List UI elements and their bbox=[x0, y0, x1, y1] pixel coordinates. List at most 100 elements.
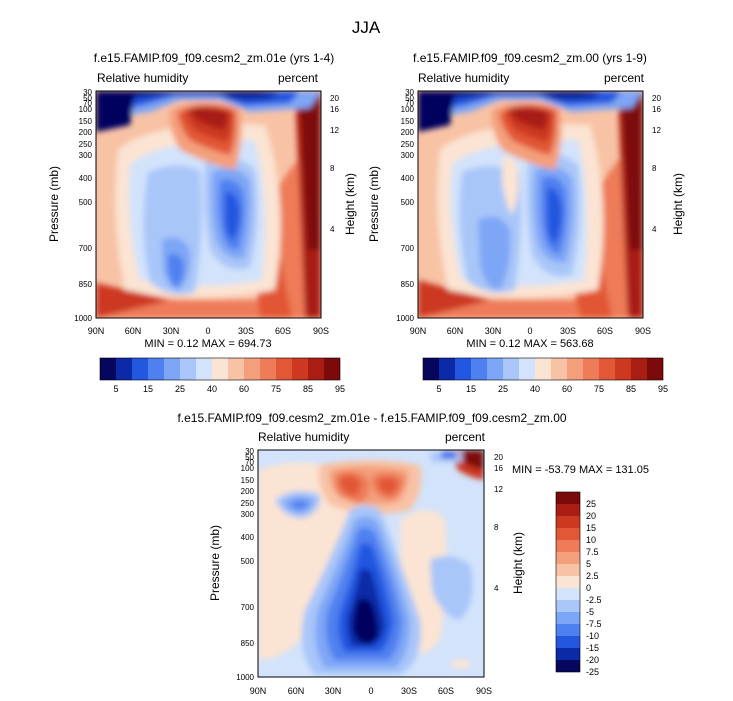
colorbar-swatch bbox=[100, 358, 116, 380]
panel2-x-tick: 30S bbox=[560, 326, 576, 336]
panel2-y2-tick: 4 bbox=[652, 225, 657, 234]
colorbar-swatch bbox=[556, 576, 580, 588]
panel3-y-tick: 1000 bbox=[236, 673, 254, 682]
panel3-y-tick: 250 bbox=[241, 499, 255, 508]
panel1-y-tick: 200 bbox=[79, 128, 93, 137]
panel2-x-tick: 90N bbox=[410, 326, 427, 336]
panel2-y-tick: 1000 bbox=[396, 314, 414, 323]
panel2-y2-tick: 16 bbox=[652, 105, 661, 114]
panel1-colorbar-label: 95 bbox=[335, 384, 345, 394]
colorbar-swatch bbox=[196, 358, 212, 380]
colorbar-swatch bbox=[599, 358, 615, 380]
panel3-colorbar-label: 10 bbox=[586, 535, 596, 545]
panel1-y2-tick: 16 bbox=[330, 105, 339, 114]
panel2-colorbar: 5 15 25 40 60 75 85 95 bbox=[422, 357, 668, 394]
panel1-y2label: Height (km) bbox=[343, 173, 357, 235]
panel2-y2-ticks: 20 16 12 8 4 bbox=[652, 94, 661, 234]
panel3-colorbar-label: -2.5 bbox=[586, 595, 602, 605]
panel2-field bbox=[417, 90, 644, 319]
panel3-colorbar-label: 0 bbox=[586, 583, 591, 593]
panel1-y-tick: 300 bbox=[79, 151, 93, 160]
panel3-stats: MIN = -53.79 MAX = 131.05 bbox=[512, 464, 649, 476]
panel3-y2-tick: 20 bbox=[494, 453, 503, 462]
panel2-y-tick: 250 bbox=[401, 140, 415, 149]
panel2-y-tick: 850 bbox=[401, 280, 415, 289]
panel2-y-tick: 30 bbox=[405, 88, 414, 97]
panel1-y-tick: 850 bbox=[79, 280, 93, 289]
panel3-y2-tick: 8 bbox=[494, 523, 499, 532]
colorbar-swatch bbox=[556, 660, 580, 672]
panel3-y-tick: 100 bbox=[241, 464, 255, 473]
colorbar-swatch bbox=[556, 528, 580, 540]
panel1-x-tick: 90S bbox=[313, 326, 329, 336]
panel3-y2-tick: 12 bbox=[494, 485, 503, 494]
panel3-y-ticks: 30 50 70 100 150 200 250 300 400 500 700… bbox=[236, 447, 254, 682]
panel2-y2label: Height (km) bbox=[671, 173, 685, 235]
panel3-field bbox=[257, 449, 485, 678]
colorbar-swatch bbox=[556, 636, 580, 648]
panel1-y-tick: 400 bbox=[79, 174, 93, 183]
panel1-stats: MIN = 0.12 MAX = 694.73 bbox=[144, 338, 271, 350]
colorbar-swatch bbox=[308, 358, 324, 380]
panel2-colorbar-label: 25 bbox=[498, 384, 508, 394]
panel2-y-tick: 500 bbox=[401, 198, 415, 207]
panel1-colorbar-label: 85 bbox=[303, 384, 313, 394]
panel1-y-tick: 500 bbox=[79, 198, 93, 207]
panel3-x-tick: 60S bbox=[438, 686, 454, 696]
panel2-y-tick: 70 bbox=[405, 99, 414, 108]
panel3-colorbar-label: 20 bbox=[586, 511, 596, 521]
panel3-colorbar-label: 5 bbox=[586, 559, 591, 569]
panel3-colorbar-label: -5 bbox=[586, 607, 594, 617]
colorbar-swatch bbox=[228, 358, 244, 380]
panel2-x-tick: 30N bbox=[485, 326, 502, 336]
colorbar-swatch bbox=[583, 358, 599, 380]
panel3-colorbar-label: 2.5 bbox=[586, 571, 599, 581]
colorbar-swatch bbox=[519, 358, 535, 380]
colorbar-swatch bbox=[631, 358, 647, 380]
figure-title: JJA bbox=[352, 18, 381, 37]
panel2-colorbar-label: 95 bbox=[658, 384, 668, 394]
panel2-x-ticks: 90N 60N 30N 0 30S 60S 90S bbox=[410, 326, 651, 336]
panel1-x-tick: 60N bbox=[125, 326, 142, 336]
panel3-colorbar-label: 7.5 bbox=[586, 547, 599, 557]
colorbar-swatch bbox=[180, 358, 196, 380]
panel2-colorbar-label: 75 bbox=[594, 384, 604, 394]
panel2-colorbar-label: 15 bbox=[466, 384, 476, 394]
panel3-colorbar-label: -7.5 bbox=[586, 619, 602, 629]
panel3-y-tick: 150 bbox=[241, 476, 255, 485]
panel1-y2-tick: 8 bbox=[330, 164, 335, 173]
colorbar-swatch bbox=[116, 358, 132, 380]
panel2-y-tick: 100 bbox=[401, 105, 415, 114]
panel1-y-tick: 100 bbox=[79, 105, 93, 114]
panel2-y-tick: 700 bbox=[401, 244, 415, 253]
panel1-colorbar-label: 75 bbox=[271, 384, 281, 394]
panel1-x-tick: 30S bbox=[238, 326, 254, 336]
panel3-x-tick: 30N bbox=[325, 686, 342, 696]
colorbar-swatch bbox=[556, 564, 580, 576]
panel-top-right: f.e15.FAMIP.f09_f09.cesm2_zm.00 (yrs 1-9… bbox=[367, 51, 685, 394]
panel3-y2-tick: 4 bbox=[494, 584, 499, 593]
colorbar-swatch bbox=[471, 358, 487, 380]
colorbar-swatch bbox=[556, 624, 580, 636]
colorbar-swatch bbox=[556, 516, 580, 528]
panel3-x-tick: 60N bbox=[288, 686, 305, 696]
panel2-y-tick: 150 bbox=[401, 117, 415, 126]
panel3-colorbar: 25 20 15 10 7.5 5 2.5 0 -2.5 -5 -7.5 -10… bbox=[555, 491, 602, 677]
panel3-y-tick: 30 bbox=[245, 447, 254, 456]
colorbar-swatch bbox=[556, 648, 580, 660]
colorbar-swatch bbox=[164, 358, 180, 380]
panel1-y2-ticks: 20 16 12 8 4 bbox=[330, 94, 339, 234]
panel3-y-tick: 50 bbox=[245, 453, 254, 462]
panel1-y-tick: 1000 bbox=[74, 314, 92, 323]
panel3-colorbar-label: -15 bbox=[586, 643, 599, 653]
panel3-colorbar-label: 15 bbox=[586, 523, 596, 533]
colorbar-swatch bbox=[556, 504, 580, 516]
panel1-y2-tick: 20 bbox=[330, 94, 339, 103]
colorbar-swatch bbox=[439, 358, 455, 380]
panel2-x-tick: 0 bbox=[527, 326, 532, 336]
panel1-y2-tick: 12 bbox=[330, 126, 339, 135]
colorbar-swatch bbox=[556, 612, 580, 624]
colorbar-swatch bbox=[503, 358, 519, 380]
panel1-colorbar-label: 60 bbox=[239, 384, 249, 394]
panel3-colorbar-label: -25 bbox=[586, 667, 599, 677]
